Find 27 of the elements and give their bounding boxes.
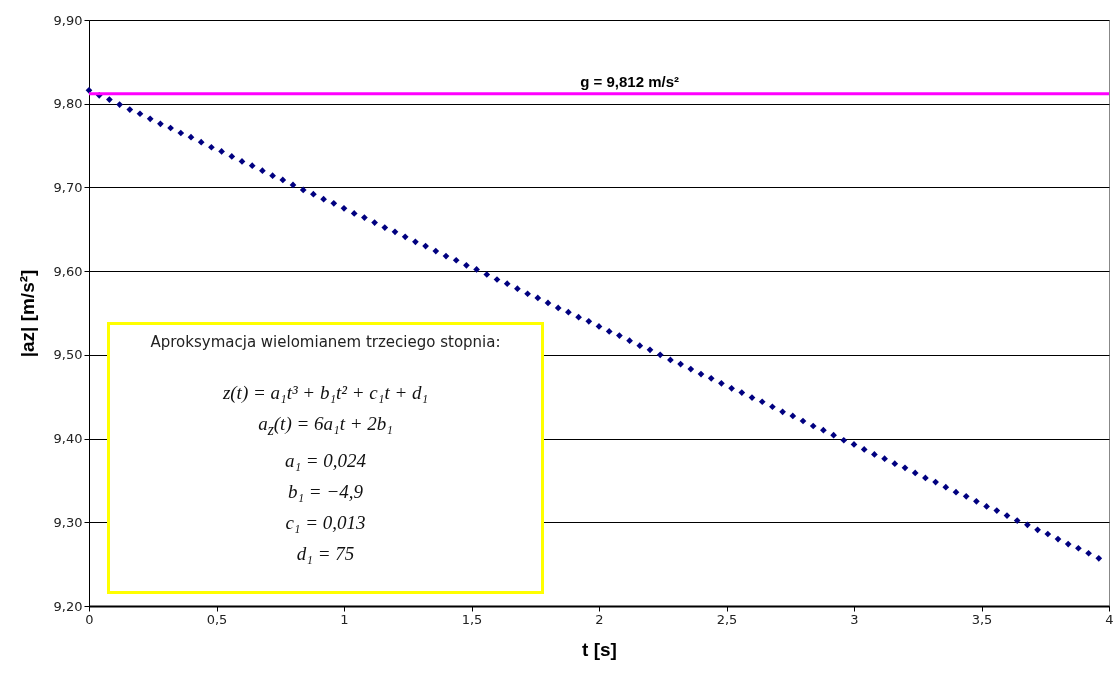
y-tick-label: 9,60 — [53, 263, 83, 279]
x-tick-label: 1,5 — [461, 611, 483, 627]
x-tick-label: 2,5 — [716, 611, 738, 627]
annotation: b₁ = −4,9 — [287, 479, 364, 504]
y-tick-label: 9,80 — [53, 96, 83, 112]
y-tick-label: 9,70 — [53, 179, 83, 195]
annotation: z(t) = a₁t³ + b₁t² + c₁t + d₁ — [221, 381, 430, 405]
ref-line-label: g = 9,812 m/s² — [580, 72, 680, 90]
y-tick-label: 9,40 — [53, 431, 83, 447]
y-tick-label: 9,90 — [53, 12, 83, 28]
x-tick-label: 0,5 — [206, 611, 228, 627]
y-tick-label: 9,20 — [53, 598, 83, 614]
annotation: a$_{z}$(t) = 6a₁t + 2b₁ — [257, 412, 394, 440]
x-tick-label: 0 — [85, 611, 94, 627]
x-tick-label: 3 — [850, 611, 859, 627]
x-tick-label: 1 — [340, 611, 349, 627]
y-tick-label: 9,50 — [53, 347, 83, 363]
x-tick-label: 2 — [595, 611, 604, 627]
x-tick-label: 4 — [1105, 611, 1114, 627]
annotation: c₁ = 0,013 — [284, 510, 367, 535]
annotation: Aproksymacja wielomianem trzeciego stopnia: — [149, 333, 502, 351]
y-tick-label: 9,30 — [53, 514, 83, 530]
annotation: d₁ = 75 — [295, 541, 356, 566]
x-axis-title: t [s] — [582, 638, 617, 660]
x-tick-label: 3,5 — [971, 611, 993, 627]
y-axis-title: |az| [m/s²] — [16, 269, 38, 358]
annotation: a₁ = 0,024 — [283, 448, 368, 473]
